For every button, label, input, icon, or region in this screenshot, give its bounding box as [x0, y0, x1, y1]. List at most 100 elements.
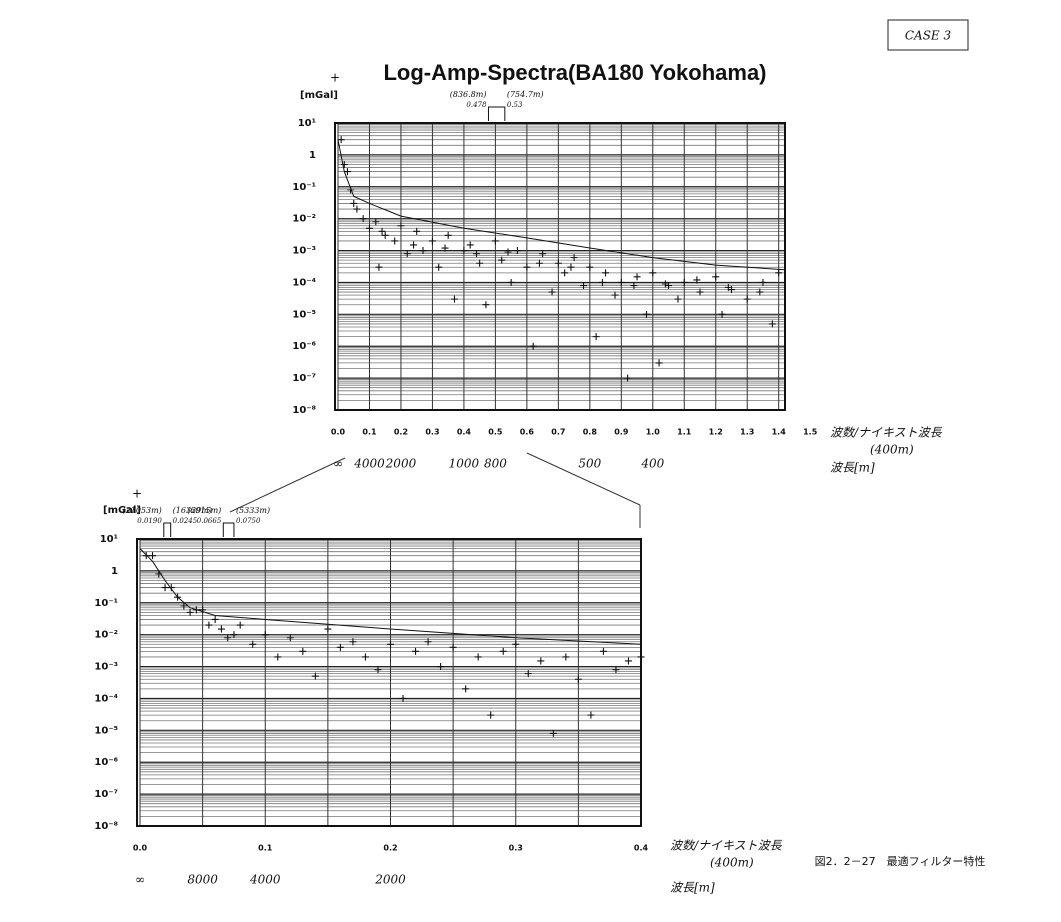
band-value: 0.478	[466, 101, 487, 109]
data-point	[424, 638, 432, 646]
data-point	[449, 643, 457, 651]
x-axis-label: 波数/ナイキスト波長	[670, 839, 783, 853]
data-point	[387, 640, 394, 648]
data-point	[661, 280, 669, 288]
data-point	[587, 711, 595, 719]
data-point	[487, 711, 495, 719]
band-label: (836.8m)	[450, 90, 487, 99]
data-point	[535, 259, 543, 267]
band-value: 0.0190	[137, 517, 162, 525]
data-point	[529, 342, 537, 350]
data-point	[665, 282, 673, 290]
data-point	[548, 288, 556, 296]
x-tick-label: 0.4	[457, 428, 472, 437]
data-point	[460, 247, 468, 255]
x-tick-label: 0.3	[425, 428, 439, 437]
data-point	[353, 205, 361, 213]
data-point	[419, 247, 427, 255]
data-point	[680, 278, 688, 286]
data-point	[180, 602, 188, 610]
data-point	[580, 282, 588, 290]
data-point	[274, 653, 282, 661]
wavelength-label: 800	[484, 457, 507, 471]
data-point	[727, 286, 735, 294]
y-tick-label: 10⁻²	[292, 214, 316, 225]
wavelength-label: 400	[640, 457, 664, 471]
y-tick-label: 10⁻⁶	[292, 341, 316, 352]
fit-line	[337, 139, 786, 271]
data-point	[633, 273, 641, 281]
data-point	[537, 657, 545, 665]
data-point	[230, 631, 238, 639]
wavelength-label: ∞	[333, 457, 343, 471]
data-point	[611, 291, 619, 299]
x-tick-label: 1.2	[709, 428, 723, 437]
y-tick-label: 10¹	[100, 534, 118, 545]
data-point	[474, 653, 482, 661]
data-point	[567, 263, 575, 271]
y-tick-label: 10¹	[298, 118, 316, 129]
band-label: (21053m)	[123, 506, 162, 515]
data-point	[539, 250, 547, 258]
data-point	[696, 288, 704, 296]
data-point	[775, 269, 783, 277]
data-point	[462, 685, 470, 693]
y-tick-label: 10⁻⁴	[292, 277, 316, 288]
wavelength-axis-label: 波長[m]	[830, 461, 875, 475]
data-point	[324, 625, 332, 633]
y-tick-label: 10⁻⁶	[94, 757, 118, 768]
data-point	[399, 694, 407, 702]
data-point	[617, 278, 625, 286]
data-point	[397, 222, 405, 230]
data-point	[476, 259, 484, 267]
data-point	[768, 320, 776, 328]
y-tick-label: 10⁻⁵	[292, 309, 316, 320]
band-label: (5333m)	[236, 506, 270, 515]
data-point	[512, 640, 520, 648]
data-point	[507, 278, 515, 286]
x-axis-label-note: (400m)	[710, 856, 754, 870]
data-point	[361, 653, 369, 661]
data-point	[743, 295, 751, 303]
data-point	[336, 643, 344, 651]
case-label: CASE 3	[905, 29, 952, 43]
data-point	[450, 295, 458, 303]
data-point	[410, 241, 418, 249]
data-point	[655, 359, 663, 367]
data-point	[340, 160, 348, 168]
data-point	[311, 672, 319, 680]
x-tick-label: 0.5	[488, 428, 503, 437]
case-box	[887, 19, 969, 51]
y-axis-label: [mGal]	[300, 90, 338, 101]
data-point	[718, 310, 726, 318]
band-mark	[222, 522, 235, 537]
data-point	[224, 634, 232, 642]
y-tick-label: 1	[309, 150, 316, 161]
data-point	[523, 263, 531, 271]
data-point	[161, 584, 169, 592]
data-point	[693, 276, 701, 284]
plus-mark: +	[330, 71, 340, 85]
data-point	[381, 231, 389, 239]
wavelength-label: 500	[578, 457, 601, 471]
data-point	[403, 250, 411, 258]
data-point	[599, 647, 607, 655]
band-value: 0.0245	[173, 517, 198, 525]
x-tick-label: 1.1	[677, 428, 692, 437]
data-point	[186, 608, 194, 616]
data-point	[637, 653, 645, 661]
x-tick-label: 0.3	[509, 844, 523, 853]
data-point	[624, 657, 632, 665]
data-point	[350, 199, 358, 207]
x-tick-label: 0.0	[331, 428, 346, 437]
data-point	[561, 269, 569, 277]
y-tick-label: 10⁻³	[94, 662, 118, 673]
data-point	[498, 256, 506, 264]
chart-title: Log-Amp-Spectra(BA180 Yokohama)	[383, 60, 766, 85]
data-point	[642, 310, 650, 318]
data-point	[466, 241, 474, 249]
data-point	[649, 269, 657, 277]
data-point	[612, 666, 620, 674]
x-tick-label: 0.4	[634, 844, 649, 853]
